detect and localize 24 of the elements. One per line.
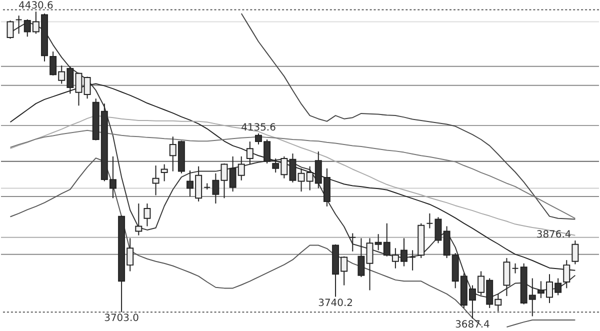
candlestick: [160, 164, 168, 182]
annotation: 4430.6: [18, 0, 54, 12]
candlestick: [135, 203, 142, 236]
candlestick: [246, 141, 254, 165]
annotation: 3703.0: [104, 313, 139, 324]
annotation: 3876.4: [536, 230, 572, 241]
candlestick: [152, 165, 160, 196]
candlestick: [503, 258, 510, 297]
annotation: 3740.2: [318, 298, 353, 309]
candlestick: [512, 262, 519, 274]
candlestick: [144, 203, 151, 227]
candlestick: [434, 216, 442, 244]
candlestick: [358, 238, 365, 278]
annotation: 3687.4: [455, 320, 490, 331]
annotation: 4135.6: [241, 122, 276, 134]
candlestick: [212, 172, 220, 204]
candlestick: [349, 232, 356, 252]
candlestick: [366, 238, 374, 291]
candlestick: [15, 15, 22, 34]
candlestick: [220, 162, 228, 199]
candlestick: [572, 240, 579, 265]
candlestick: [409, 250, 416, 271]
candlestick: [6, 20, 14, 40]
candlestick: [426, 212, 434, 229]
